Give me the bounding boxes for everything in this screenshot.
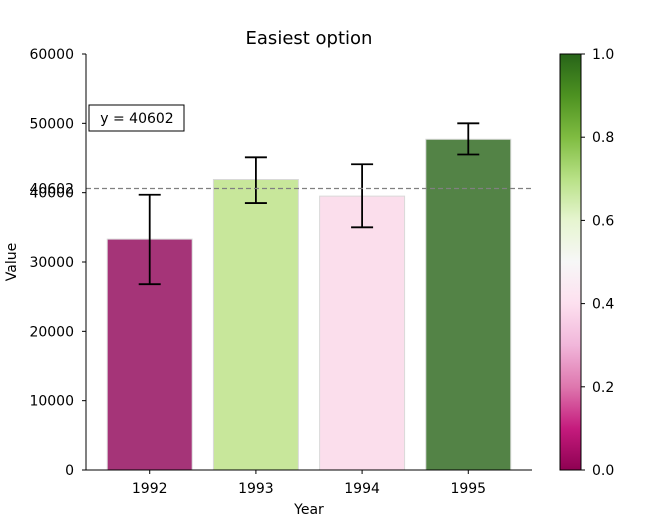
annotation-box: [88, 104, 185, 132]
y-tick-label: 20000: [29, 324, 74, 340]
y-tick-label: 50000: [29, 116, 74, 132]
colorbar-tick-label: 0.2: [592, 380, 614, 396]
x-tick-label: 1995: [450, 481, 486, 497]
colorbar: [559, 53, 582, 471]
y-axis-ticks: 0 10000 20000 30000 40000 50000 60000: [29, 47, 86, 479]
colorbar-tick-label: 0.8: [592, 130, 614, 146]
bar-1994: [319, 195, 406, 471]
y-tick-label: 10000: [29, 394, 74, 410]
bar-1993: [212, 178, 299, 471]
x-axis-ticks: 1992 1993 1994 1995: [132, 470, 486, 497]
error-bars: [138, 122, 480, 286]
chart-title: Easiest option: [246, 28, 373, 49]
x-tick-label: 1993: [238, 481, 274, 497]
annotation-text: y = 40602: [100, 111, 173, 127]
colorbar-tick-label: 0.4: [592, 297, 614, 313]
colorbar-tick-label: 0.0: [592, 463, 614, 479]
bar-1995: [425, 138, 512, 471]
colorbar-tick-label: 1.0: [592, 47, 614, 63]
y-tick-label: 0: [65, 463, 74, 479]
reference-tick-label: 40602: [29, 181, 74, 197]
x-tick-label: 1994: [344, 481, 380, 497]
x-axis-title: Year: [293, 502, 324, 518]
error-bar-1995: [457, 122, 480, 156]
x-tick-label: 1992: [132, 481, 168, 497]
y-tick-label: 60000: [29, 47, 74, 63]
y-tick-label: 40000: [29, 186, 74, 202]
y-axis-title: Value: [4, 243, 20, 281]
error-bar-1993: [244, 156, 267, 204]
reference-annotation: y = 40602: [88, 104, 185, 132]
error-bar-1994: [351, 163, 374, 229]
y-tick-label: 30000: [29, 255, 74, 271]
error-bar-1992: [138, 193, 161, 286]
colorbar-ticks: 0.0 0.2 0.4 0.6 0.8 1.0: [581, 47, 614, 479]
colorbar-tick-label: 0.6: [592, 213, 614, 229]
